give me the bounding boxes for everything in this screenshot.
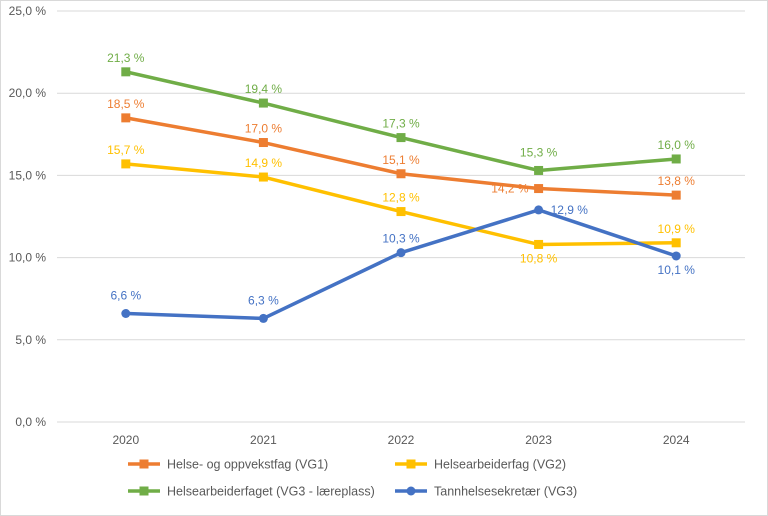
data-point[interactable] bbox=[534, 239, 544, 249]
data-point[interactable] bbox=[121, 308, 131, 318]
y-tick-label: 15,0 % bbox=[9, 168, 47, 182]
data-point[interactable] bbox=[671, 190, 681, 200]
series-2 bbox=[121, 67, 681, 175]
data-point[interactable] bbox=[396, 133, 406, 143]
data-label: 10,8 % bbox=[520, 251, 558, 265]
data-point[interactable] bbox=[121, 113, 131, 123]
data-point[interactable] bbox=[534, 165, 544, 175]
data-label: 17,0 % bbox=[245, 122, 283, 136]
x-tick-label: 2021 bbox=[250, 433, 277, 447]
data-point[interactable] bbox=[258, 98, 268, 108]
data-point[interactable] bbox=[258, 313, 268, 323]
legend-label: Tannhelsesekretær (VG3) bbox=[434, 485, 577, 499]
legend-label: Helse- og oppvekstfag (VG1) bbox=[167, 458, 328, 472]
series-1 bbox=[121, 159, 681, 249]
data-label: 10,1 % bbox=[658, 263, 696, 277]
y-tick-label: 0,0 % bbox=[15, 415, 46, 429]
data-point[interactable] bbox=[671, 251, 681, 261]
data-label: 6,6 % bbox=[110, 288, 141, 302]
data-label: 18,5 % bbox=[107, 97, 145, 111]
data-point[interactable] bbox=[396, 169, 406, 179]
legend-label: Helsearbeiderfaget (VG3 - læreplass) bbox=[167, 485, 375, 499]
legend-item[interactable]: Helsearbeiderfaget (VG3 - læreplass) bbox=[128, 485, 375, 499]
data-label: 19,4 % bbox=[245, 82, 283, 96]
legend-marker bbox=[139, 459, 149, 469]
legend-item[interactable]: Helse- og oppvekstfag (VG1) bbox=[128, 458, 328, 472]
data-point[interactable] bbox=[121, 159, 131, 169]
data-point[interactable] bbox=[534, 184, 544, 194]
data-label: 12,9 % bbox=[551, 203, 589, 217]
data-label: 21,3 % bbox=[107, 51, 145, 65]
data-label: 10,3 % bbox=[382, 232, 420, 246]
data-label: 10,9 % bbox=[658, 222, 696, 236]
y-tick-label: 25,0 % bbox=[9, 4, 47, 18]
legend-item[interactable]: Tannhelsesekretær (VG3) bbox=[395, 485, 577, 499]
data-point[interactable] bbox=[258, 138, 268, 148]
data-label: 14,9 % bbox=[245, 156, 283, 170]
data-label: 15,7 % bbox=[107, 143, 145, 157]
legend-item[interactable]: Helsearbeiderfag (VG2) bbox=[395, 458, 566, 472]
legend-marker bbox=[406, 486, 416, 496]
data-label: 6,3 % bbox=[248, 293, 279, 307]
series-line bbox=[125, 208, 677, 321]
legend-label: Helsearbeiderfag (VG2) bbox=[434, 458, 566, 472]
legend-marker bbox=[139, 486, 149, 496]
y-tick-label: 10,0 % bbox=[9, 251, 47, 265]
y-tick-label: 5,0 % bbox=[15, 333, 46, 347]
data-point[interactable] bbox=[671, 154, 681, 164]
legend-marker bbox=[406, 459, 416, 469]
data-point[interactable] bbox=[396, 207, 406, 217]
x-tick-label: 2024 bbox=[663, 433, 690, 447]
data-label: 15,1 % bbox=[382, 153, 420, 167]
x-tick-label: 2022 bbox=[388, 433, 415, 447]
data-label: 17,3 % bbox=[382, 117, 420, 131]
data-label: 12,8 % bbox=[382, 191, 420, 205]
data-point[interactable] bbox=[258, 172, 268, 182]
data-point[interactable] bbox=[671, 238, 681, 248]
data-label: 14,2 % bbox=[491, 182, 529, 196]
y-tick-label: 20,0 % bbox=[9, 86, 47, 100]
data-label: 13,8 % bbox=[658, 174, 696, 188]
data-point[interactable] bbox=[534, 205, 544, 215]
series-0 bbox=[121, 113, 681, 200]
series-3 bbox=[121, 205, 681, 323]
data-point[interactable] bbox=[396, 248, 406, 258]
data-label: 16,0 % bbox=[658, 138, 696, 152]
data-point[interactable] bbox=[121, 67, 131, 77]
data-label: 15,3 % bbox=[520, 145, 558, 159]
x-tick-label: 2023 bbox=[525, 433, 552, 447]
x-tick-label: 2020 bbox=[112, 433, 139, 447]
